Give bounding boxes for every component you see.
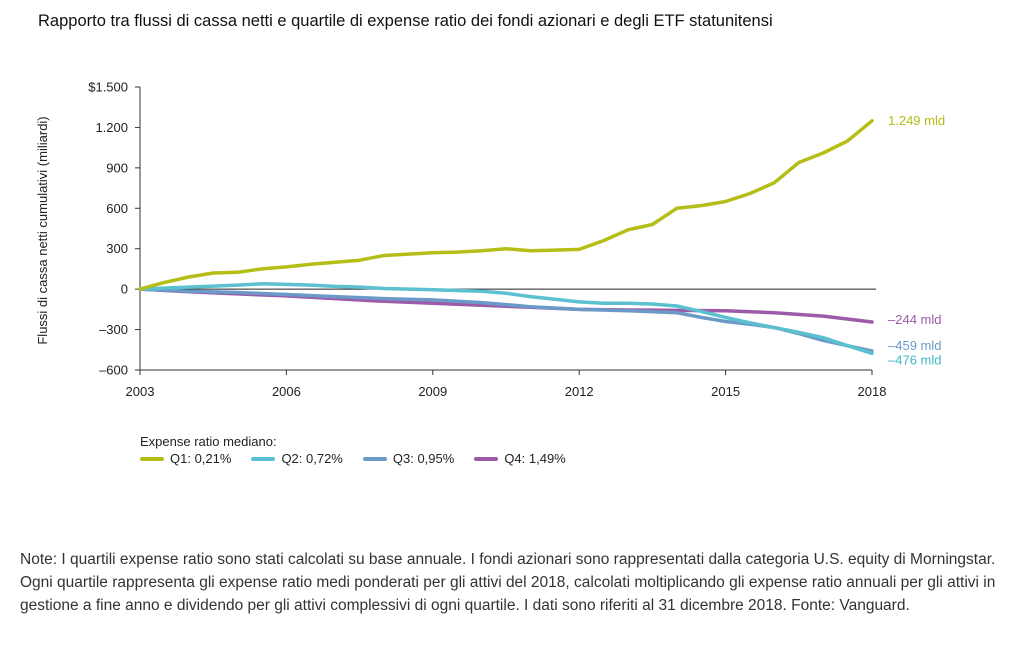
series-line-q2 bbox=[138, 282, 874, 356]
legend-swatch bbox=[251, 456, 276, 461]
chart-notes: Note: I quartili expense ratio sono stat… bbox=[20, 551, 996, 614]
legend-swatch bbox=[362, 456, 387, 461]
y-tick-label: 600 bbox=[106, 201, 128, 216]
legend: Expense ratio mediano: Q1: 0,21% Q2: 0,72… bbox=[140, 434, 566, 466]
legend-item-q3: Q3: 0,95% bbox=[362, 451, 455, 466]
y-tick-label: 1.200 bbox=[95, 120, 128, 135]
y-tick-label: 0 bbox=[121, 282, 128, 297]
legend-swatch bbox=[140, 456, 164, 461]
x-tick-label: 2012 bbox=[565, 384, 594, 399]
x-tick-label: 2018 bbox=[858, 384, 887, 399]
end-label-q3: –459 mld bbox=[888, 338, 941, 353]
x-tick-label: 2006 bbox=[272, 384, 301, 399]
legend-item-q2: Q2: 0,72% bbox=[251, 451, 343, 466]
legend-label: Q1: 0,21% bbox=[170, 451, 232, 466]
x-tick-label: 2003 bbox=[126, 384, 155, 399]
legend-label: Q3: 0,95% bbox=[392, 451, 455, 466]
y-tick-label: $1.500 bbox=[88, 80, 128, 95]
end-label-q1: 1.249 mld bbox=[888, 113, 945, 128]
series-line-q1 bbox=[138, 119, 874, 291]
legend-item-q4: Q4: 1,49% bbox=[474, 451, 566, 466]
legend-label: Q4: 1,49% bbox=[504, 451, 566, 466]
chart-title: Rapporto tra flussi di cassa netti e qua… bbox=[38, 12, 773, 30]
line-chart: $1.500 1.200 900 600 300 0 –300 –600 2003 2006 200… bbox=[35, 80, 945, 400]
legend-items: Q1: 0,21% Q2: 0,72% Q3: 0,95% Q4: 1,49% bbox=[140, 451, 566, 466]
series-line-q3 bbox=[138, 287, 874, 353]
x-tick-label: 2009 bbox=[418, 384, 447, 399]
y-tick-label: 300 bbox=[106, 241, 128, 256]
y-axis-label: Flussi di cassa netti cumulativi (miliar… bbox=[35, 116, 50, 344]
y-tick-label: –600 bbox=[99, 363, 128, 378]
legend-swatch bbox=[474, 456, 499, 461]
legend-label: Q2: 0,72% bbox=[281, 451, 343, 466]
legend-title: Expense ratio mediano: bbox=[140, 434, 277, 449]
legend-item-q1: Q1: 0,21% bbox=[140, 451, 231, 466]
y-tick-label: –300 bbox=[99, 322, 128, 337]
y-tick-label: 900 bbox=[106, 160, 128, 175]
end-label-q2: –476 mld bbox=[888, 352, 941, 367]
x-tick-label: 2015 bbox=[711, 384, 740, 399]
end-label-q4: –244 mld bbox=[888, 312, 941, 327]
